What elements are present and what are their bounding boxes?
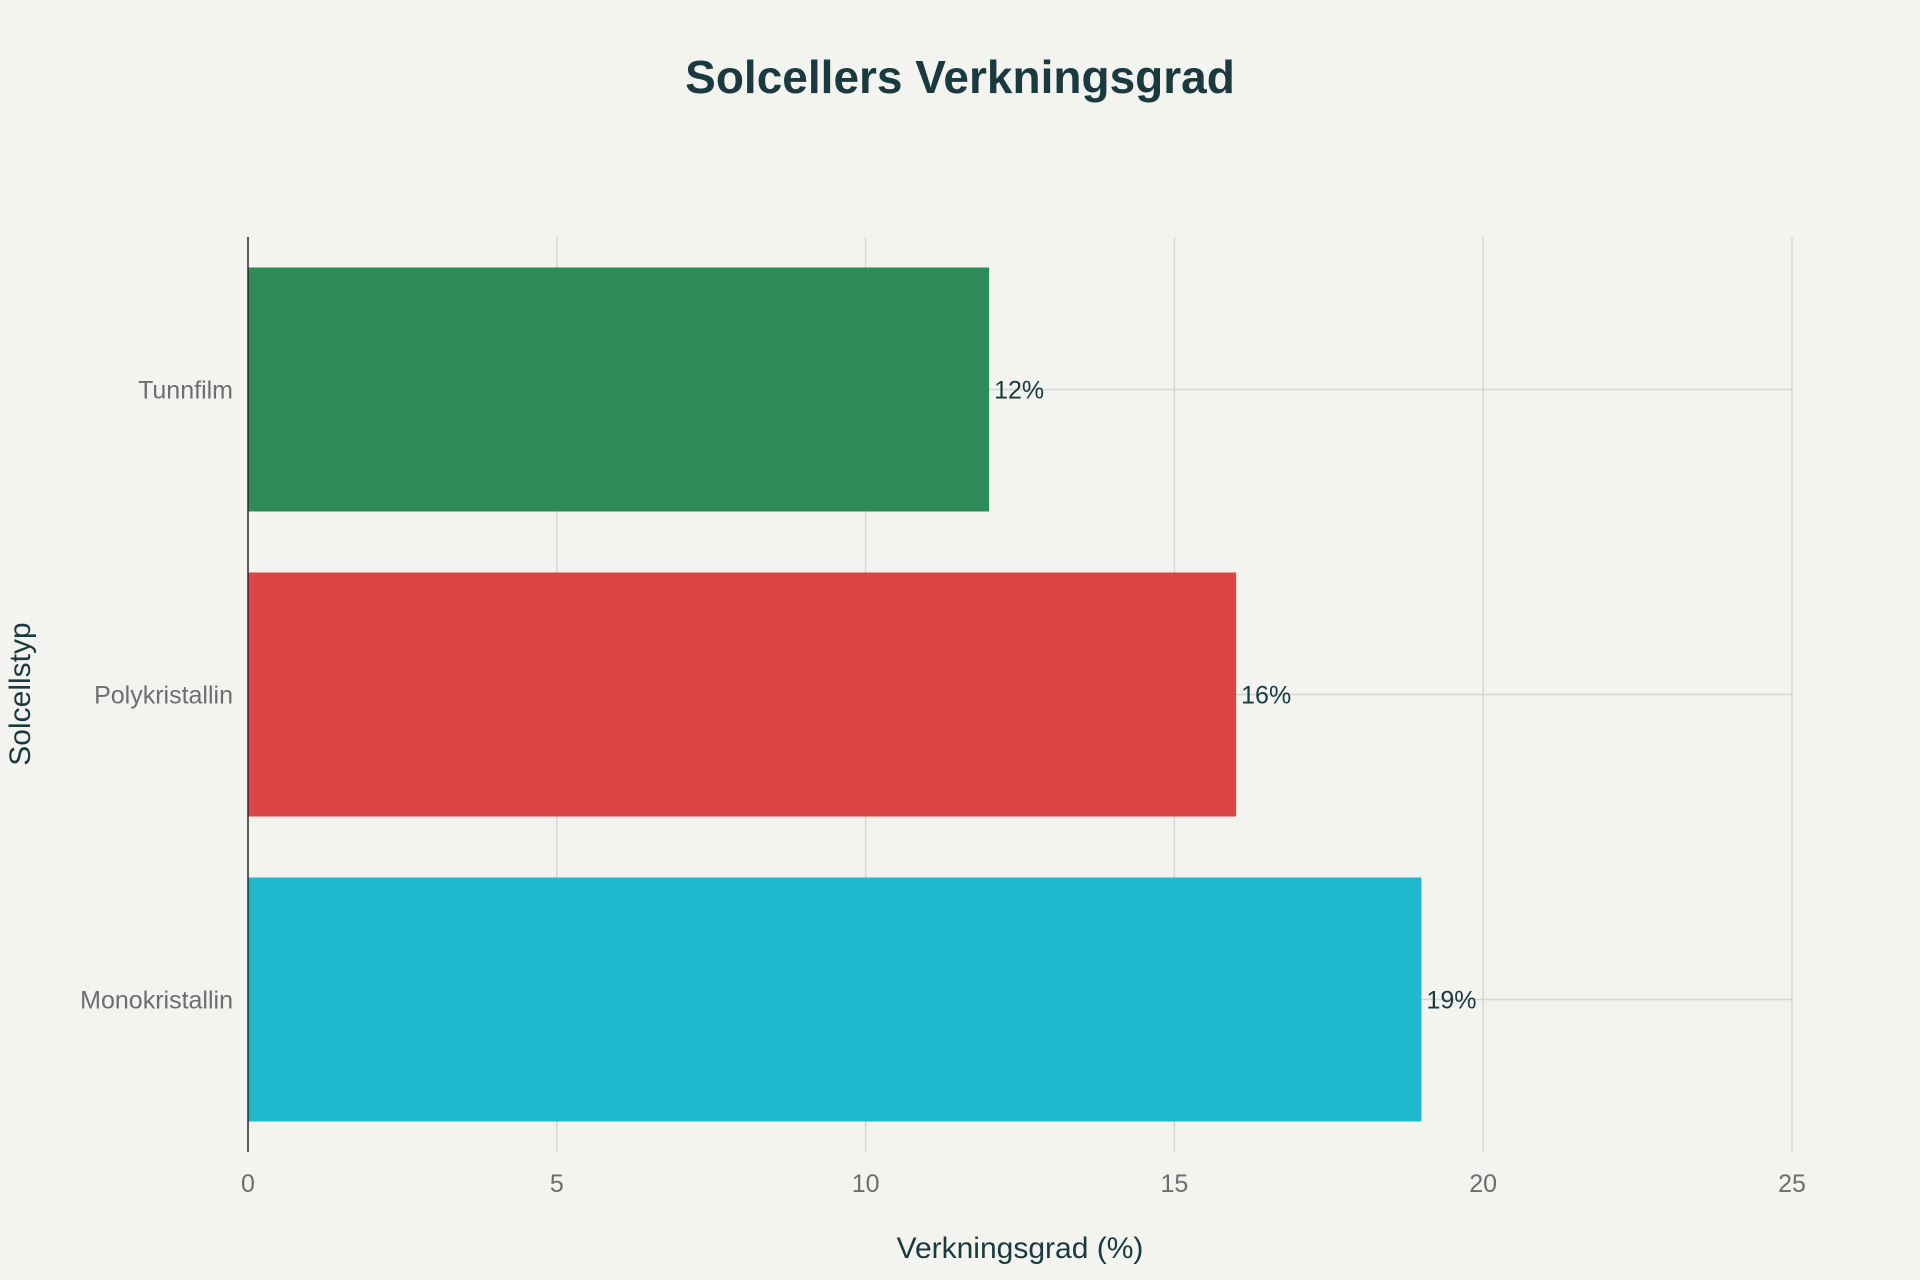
category-label: Polykristallin [94, 682, 233, 710]
bars [248, 267, 1422, 1122]
x-tick-label: 15 [1160, 1170, 1188, 1198]
data-labels: 12% 16% 19% [994, 377, 1476, 1015]
x-axis-title: Verkningsgrad (%) [897, 1232, 1144, 1265]
x-tick-label: 25 [1778, 1170, 1806, 1198]
x-tick-labels: 0 5 10 15 20 25 [241, 1170, 1806, 1198]
x-tick-label: 0 [241, 1170, 255, 1198]
x-tick-label: 5 [550, 1170, 564, 1198]
data-label: 16% [1241, 682, 1291, 710]
bar-monokristallin [248, 877, 1422, 1122]
x-tick-label: 10 [852, 1170, 880, 1198]
chart-title: Solcellers Verkningsgrad [685, 51, 1235, 103]
data-label: 19% [1426, 987, 1476, 1015]
category-label: Monokristallin [80, 987, 233, 1015]
category-label: Tunnfilm [138, 377, 233, 405]
bar-polykristallin [248, 572, 1237, 817]
x-tick-label: 20 [1469, 1170, 1497, 1198]
y-axis-title: Solcellstyp [4, 622, 37, 765]
bar-tunnfilm [248, 267, 990, 512]
data-label: 12% [994, 377, 1044, 405]
category-labels: Tunnfilm Polykristallin Monokristallin [80, 377, 233, 1015]
